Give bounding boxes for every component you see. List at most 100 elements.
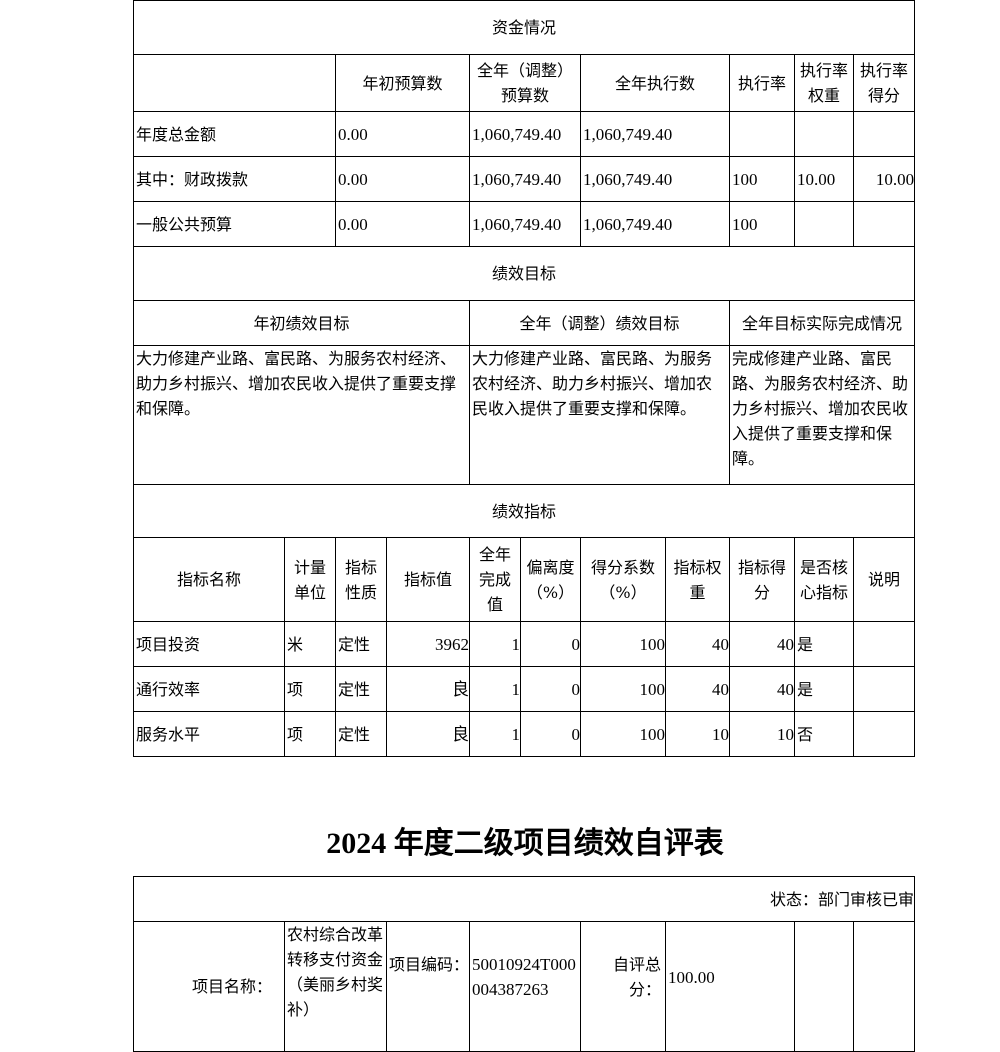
cell: 一般公共预算	[133, 201, 336, 247]
cell: 是	[794, 621, 854, 667]
cell: 100	[729, 156, 795, 202]
empty-cell	[794, 921, 854, 1052]
cell: 40	[729, 666, 795, 712]
indicator-row: 服务水平 项 定性 良 1 0 100 10 10 否	[133, 711, 916, 757]
goal-initial: 大力修建产业路、富民路、为服务农村经济、助力乡村振兴、增加农民收入提供了重要支撑…	[133, 345, 470, 485]
cell: 定性	[335, 621, 387, 667]
cell	[852, 621, 916, 667]
performance-table: 资金情况 年初预算数 全年（调整）预算数 全年执行数 执行率 执行率权重 执行率…	[132, 0, 916, 757]
cell: 3962	[386, 621, 470, 667]
cell: 0	[520, 666, 581, 712]
cell: 1,060,749.40	[469, 156, 581, 202]
indicator-header: 得分系数（%）	[580, 537, 666, 622]
goals-header: 全年目标实际完成情况	[728, 300, 916, 346]
cell: 1	[469, 621, 521, 667]
cell: 良	[386, 711, 470, 757]
indicator-header: 说明	[852, 537, 916, 622]
cell: 0.00	[335, 156, 470, 202]
funds-row: 一般公共预算 0.00 1,060,749.40 1,060,749.40 10…	[133, 201, 916, 247]
cell: 0.00	[335, 111, 470, 157]
cell: 100	[580, 711, 666, 757]
funds-row: 年度总金额 0.00 1,060,749.40 1,060,749.40	[133, 111, 916, 157]
cell: 项	[284, 711, 336, 757]
indicator-header: 计量单位	[284, 537, 336, 622]
cell	[852, 666, 916, 712]
cell: 是	[794, 666, 854, 712]
cell: 1,060,749.40	[580, 201, 730, 247]
funds-header: 全年执行数	[580, 54, 730, 112]
cell: 10	[665, 711, 730, 757]
cell: 10.00	[852, 156, 916, 202]
cell: 40	[665, 666, 730, 712]
cell: 通行效率	[133, 666, 285, 712]
indicator-header: 指标权重	[665, 537, 730, 622]
cell: 否	[794, 711, 854, 757]
project-name-label: 项目名称：	[133, 921, 285, 1052]
cell: 100	[580, 666, 666, 712]
project-code-label: 项目编码：	[386, 921, 470, 1052]
cell: 服务水平	[133, 711, 285, 757]
cell	[852, 201, 916, 247]
indicator-header: 偏离度（%）	[520, 537, 581, 622]
indicator-header: 指标性质	[335, 537, 387, 622]
cell: 100	[580, 621, 666, 667]
goals-header: 年初绩效目标	[133, 300, 470, 346]
goal-adjusted: 大力修建产业路、富民路、为服务农村经济、助力乡村振兴、增加农民收入提供了重要支撑…	[469, 345, 730, 485]
funds-header: 年初预算数	[335, 54, 470, 112]
page-title: 2024 年度二级项目绩效自评表	[326, 827, 724, 860]
indicator-row: 通行效率 项 定性 良 1 0 100 40 40 是	[133, 666, 916, 712]
cell: 1,060,749.40	[580, 111, 730, 157]
cell	[794, 201, 854, 247]
cell: 0	[520, 621, 581, 667]
cell: 项目投资	[133, 621, 285, 667]
cell: 0	[520, 711, 581, 757]
cell: 0.00	[335, 201, 470, 247]
cell	[794, 111, 854, 157]
funds-section-title: 资金情况	[132, 0, 916, 55]
cell: 40	[729, 621, 795, 667]
cell: 40	[665, 621, 730, 667]
cell: 1	[469, 666, 521, 712]
indicator-header: 是否核心指标	[794, 537, 854, 622]
funds-header: 执行率	[729, 54, 795, 112]
self-score-label: 自评总分：	[580, 921, 666, 1052]
indicator-row: 项目投资 米 定性 3962 1 0 100 40 40 是	[133, 621, 916, 667]
indicator-header: 指标名称	[133, 537, 285, 622]
cell: 定性	[335, 711, 387, 757]
empty-cell	[852, 921, 916, 1052]
indicators-header-row: 指标名称 计量单位 指标性质 指标值 全年完成值 偏离度（%） 得分系数（%） …	[133, 537, 916, 622]
funds-header: 执行率权重	[794, 54, 854, 112]
cell: 1,060,749.40	[580, 156, 730, 202]
indicator-header: 指标值	[386, 537, 470, 622]
project-name-value: 农村综合改革转移支付资金（美丽乡村奖补）	[284, 921, 387, 1052]
goal-actual: 完成修建产业路、富民路、为服务农村经济、助力乡村振兴、增加农民收入提供了重要支撑…	[728, 345, 916, 485]
self-score-value: 100.00	[665, 921, 795, 1052]
funds-row: 其中：财政拨款 0.00 1,060,749.40 1,060,749.40 1…	[133, 156, 916, 202]
cell: 定性	[335, 666, 387, 712]
cell	[729, 111, 795, 157]
cell: 1,060,749.40	[469, 111, 581, 157]
cell	[852, 711, 916, 757]
cell: 年度总金额	[133, 111, 336, 157]
indicators-section-title: 绩效指标	[132, 484, 916, 538]
cell: 米	[284, 621, 336, 667]
funds-header: 执行率得分	[852, 54, 916, 112]
cell: 其中：财政拨款	[133, 156, 336, 202]
cell: 1,060,749.40	[469, 201, 581, 247]
indicator-header: 指标得分	[729, 537, 795, 622]
goals-section-title: 绩效目标	[132, 246, 916, 301]
goals-header: 全年（调整）绩效目标	[469, 300, 730, 346]
indicator-header: 全年完成值	[469, 537, 521, 622]
cell: 10	[729, 711, 795, 757]
cell: 良	[386, 666, 470, 712]
funds-header	[133, 54, 336, 112]
cell: 1	[469, 711, 521, 757]
cell: 项	[284, 666, 336, 712]
cell: 10.00	[794, 156, 854, 202]
cell: 100	[729, 201, 795, 247]
second-table: 状态：部门审核已审 项目名称： 农村综合改革转移支付资金（美丽乡村奖补） 项目编…	[132, 876, 916, 1052]
cell	[852, 111, 916, 157]
funds-header: 全年（调整）预算数	[469, 54, 581, 112]
project-code-value: 50010924T000004387263	[469, 921, 581, 1052]
status-label: 状态：部门审核已审	[132, 876, 916, 922]
